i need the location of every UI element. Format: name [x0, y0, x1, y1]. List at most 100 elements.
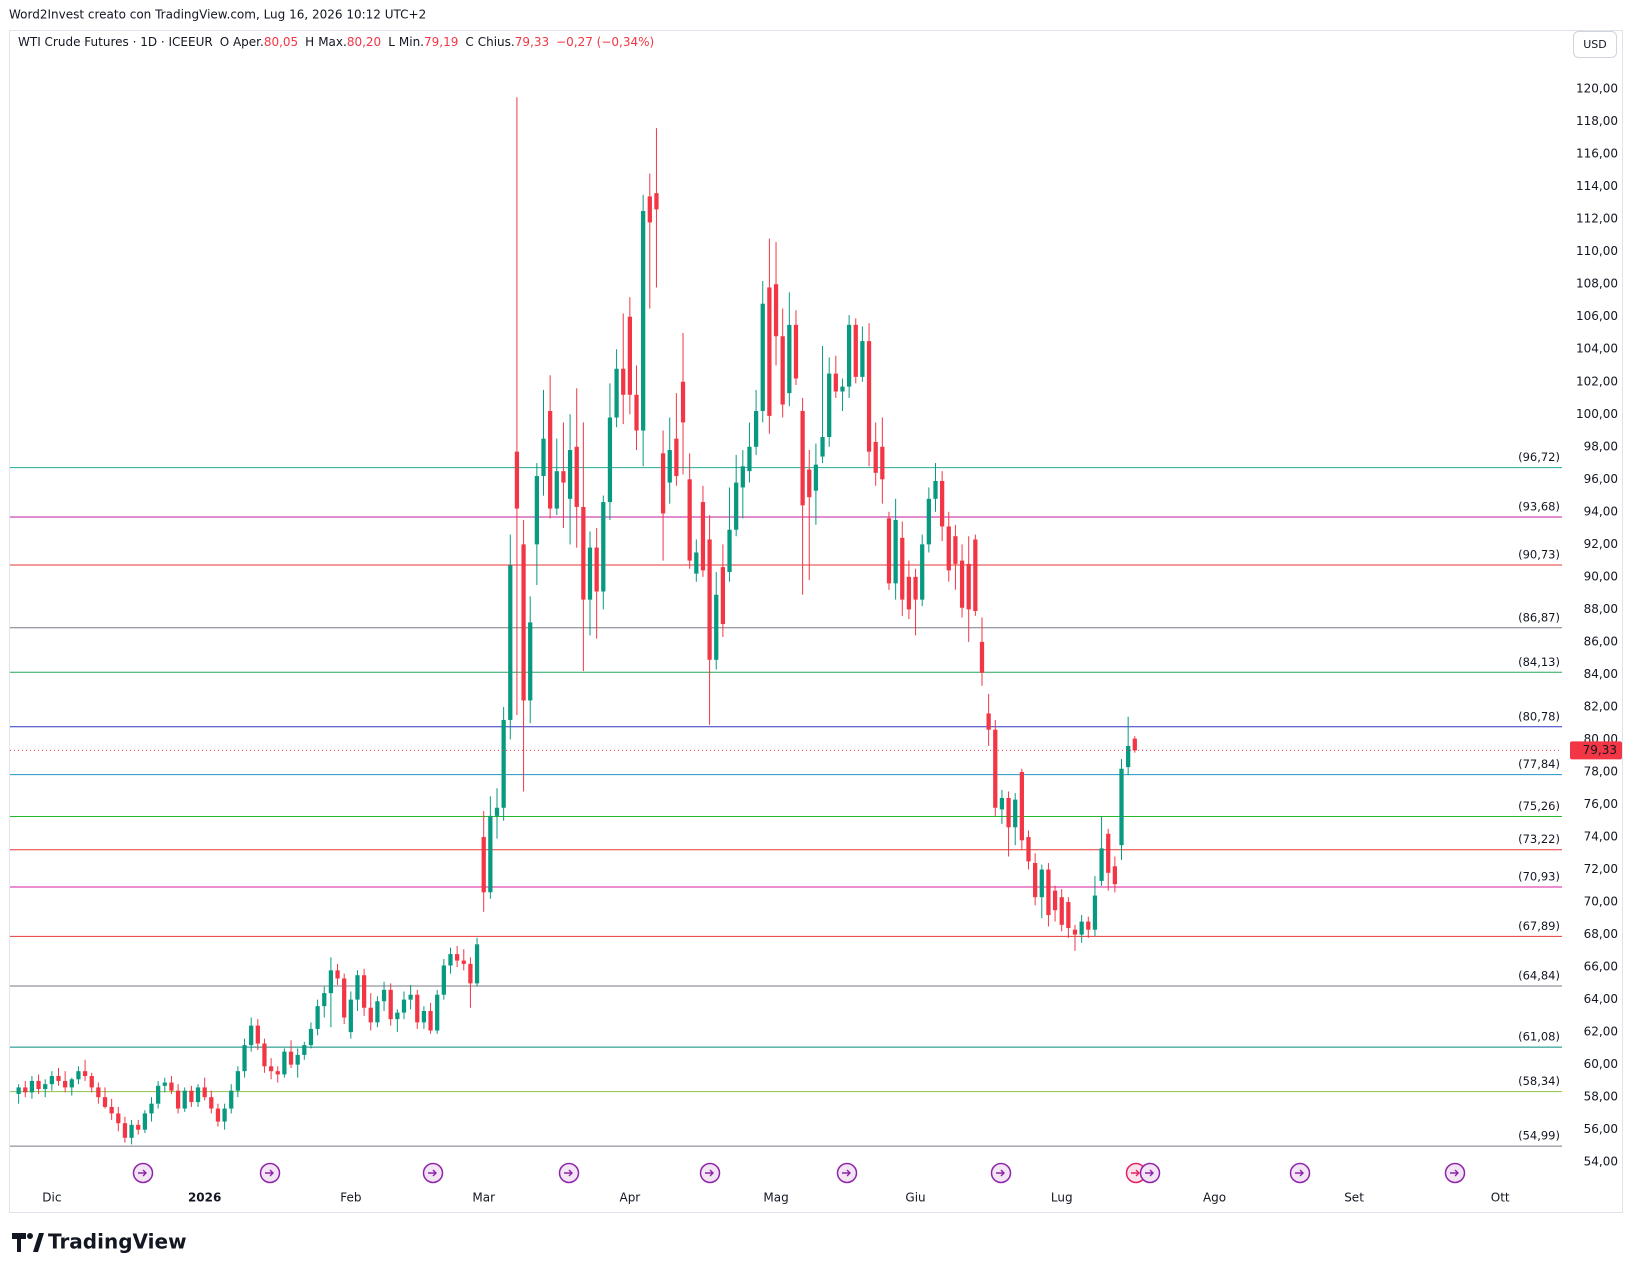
- y-tick-label: 78,00: [1584, 764, 1618, 778]
- candle-body: [428, 1010, 433, 1031]
- last-price-label: 79,33: [1583, 743, 1617, 757]
- candle-body: [800, 411, 805, 506]
- event-icon: [138, 1169, 147, 1177]
- y-tick-label: 88,00: [1584, 602, 1618, 616]
- y-tick-label: 114,00: [1576, 179, 1618, 193]
- candle-body: [906, 576, 912, 610]
- level-label: (54,99): [1518, 1129, 1560, 1143]
- candle-body: [674, 438, 679, 477]
- last-price-box: [1570, 741, 1622, 760]
- candle-body: [860, 341, 865, 377]
- candle-body: [541, 438, 546, 477]
- candle-body: [415, 994, 420, 1023]
- candle-body: [833, 373, 838, 392]
- candle-body: [986, 713, 991, 730]
- y-tick-label: 82,00: [1584, 699, 1618, 713]
- candle-body: [136, 1124, 141, 1130]
- event-icon: [428, 1169, 437, 1177]
- candle-body: [1112, 866, 1117, 885]
- legend-item: WTI Crude Futures · 1D · ICEEUR: [18, 35, 213, 49]
- x-tick-label: Ott: [1491, 1191, 1510, 1205]
- level-label: (64,84): [1518, 968, 1560, 982]
- candle-body: [880, 446, 885, 480]
- candle-body: [288, 1051, 294, 1065]
- candle-body: [827, 373, 832, 438]
- legend-item: 80,05: [264, 35, 298, 49]
- candle-body: [680, 381, 686, 423]
- candle-body: [587, 547, 593, 600]
- candle-body: [607, 417, 613, 503]
- y-tick-label: 84,00: [1584, 667, 1618, 681]
- candle-body: [979, 641, 985, 673]
- candle-body: [361, 975, 367, 1008]
- candle-body: [36, 1080, 41, 1090]
- candle-body: [109, 1106, 114, 1114]
- y-tick-label: 98,00: [1584, 439, 1618, 453]
- candle-body: [401, 999, 407, 1013]
- legend-item: C: [465, 35, 473, 49]
- candle-body: [787, 324, 792, 394]
- candle-body: [853, 324, 858, 377]
- logo-text: TradingView: [48, 1230, 187, 1254]
- candle-body: [627, 316, 632, 395]
- level-label: (73,22): [1518, 832, 1560, 846]
- candle-body: [866, 341, 872, 452]
- event-marker: [1289, 1162, 1311, 1184]
- candle-body: [1033, 863, 1038, 898]
- event-marker: [132, 1162, 154, 1184]
- candle-body: [933, 480, 938, 499]
- currency-button[interactable]: [1573, 31, 1617, 58]
- candle-body: [1079, 921, 1084, 935]
- candle-body: [793, 324, 799, 379]
- y-tick-label: 120,00: [1576, 82, 1618, 96]
- y-tick-label: 54,00: [1584, 1155, 1618, 1169]
- y-tick-label: 74,00: [1584, 830, 1618, 844]
- candle-body: [388, 989, 393, 1020]
- candle-body: [69, 1079, 74, 1088]
- candle-body: [295, 1054, 300, 1065]
- candle-body: [753, 411, 759, 447]
- candle-body: [76, 1071, 81, 1080]
- currency-label[interactable]: USD: [1583, 38, 1607, 51]
- event-marker: [1139, 1162, 1161, 1184]
- candle-body: [501, 719, 506, 808]
- y-tick-label: 64,00: [1584, 992, 1618, 1006]
- candle-body: [302, 1045, 307, 1055]
- level-label: (70,93): [1518, 869, 1560, 883]
- level-label: (67,89): [1518, 919, 1560, 933]
- candle-body: [116, 1113, 121, 1124]
- candle-body: [574, 446, 579, 507]
- level-label: (86,87): [1518, 610, 1560, 624]
- candle-body: [488, 815, 493, 893]
- candle-body: [29, 1080, 35, 1093]
- candle-body: [820, 437, 825, 457]
- candle-body: [149, 1103, 154, 1114]
- level-label: (77,84): [1518, 757, 1560, 771]
- event-marker: [259, 1162, 281, 1184]
- candle-body: [182, 1090, 187, 1109]
- y-tick-label: 92,00: [1584, 537, 1618, 551]
- candle-body: [322, 993, 327, 1007]
- event-icon: [705, 1169, 714, 1177]
- y-tick-label: 60,00: [1584, 1057, 1618, 1071]
- candle-body: [222, 1108, 227, 1122]
- y-tick-label: 112,00: [1576, 212, 1618, 226]
- x-tick-label: Mag: [763, 1191, 788, 1205]
- legend-item: Min.: [399, 35, 424, 49]
- candle-body: [96, 1087, 101, 1098]
- y-tick-label: 118,00: [1576, 114, 1618, 128]
- event-marker: [990, 1162, 1012, 1184]
- candle-body: [747, 446, 752, 472]
- level-label: (61,08): [1518, 1030, 1560, 1044]
- candle-body: [641, 211, 646, 431]
- event-marker: [699, 1162, 721, 1184]
- event-marker: [558, 1162, 580, 1184]
- y-tick-label: 86,00: [1584, 634, 1618, 648]
- candle-body: [567, 450, 573, 499]
- candle-body: [468, 963, 473, 984]
- candle-body: [926, 498, 931, 545]
- candle-body: [953, 536, 958, 564]
- y-tick-label: 66,00: [1584, 960, 1618, 974]
- x-tick-label: Lug: [1051, 1191, 1073, 1205]
